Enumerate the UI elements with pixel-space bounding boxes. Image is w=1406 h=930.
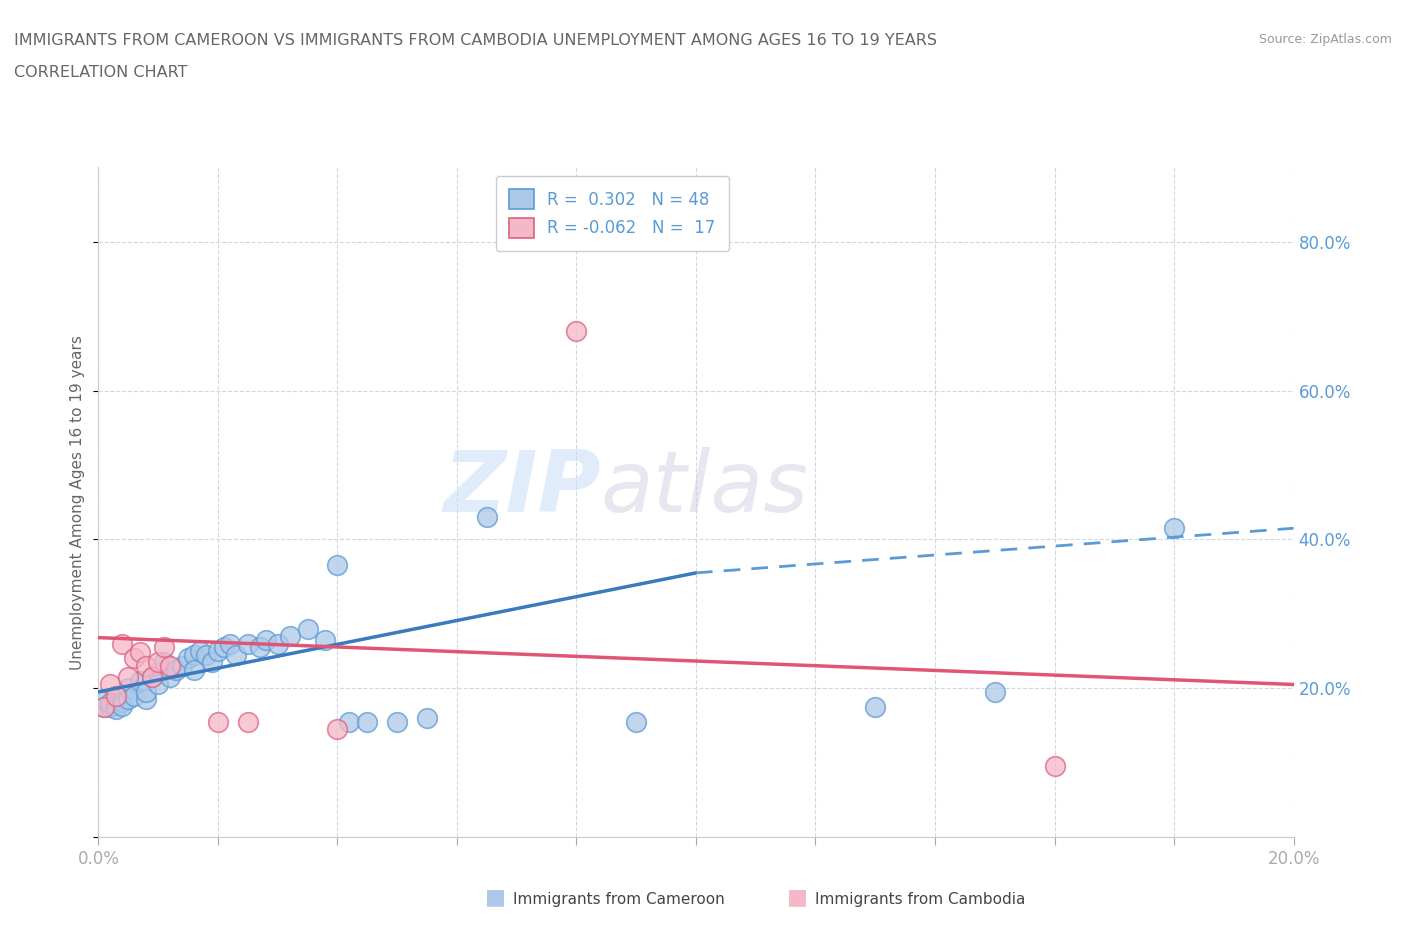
Point: [984, 684, 1007, 699]
Point: [159, 658, 181, 673]
Point: [475, 510, 498, 525]
Point: [124, 651, 146, 666]
Point: [129, 673, 152, 688]
Point: [165, 662, 187, 677]
Point: [111, 694, 134, 709]
Point: [188, 644, 211, 658]
Point: [315, 632, 337, 647]
Point: [254, 632, 277, 647]
Point: [219, 636, 242, 651]
Point: [135, 658, 157, 673]
Point: [105, 688, 128, 703]
Point: [267, 636, 290, 651]
Point: [129, 645, 152, 660]
Point: [141, 670, 163, 684]
Point: [207, 644, 229, 658]
Point: [326, 722, 349, 737]
Text: Source: ZipAtlas.com: Source: ZipAtlas.com: [1258, 33, 1392, 46]
Point: [201, 655, 224, 670]
Text: CORRELATION CHART: CORRELATION CHART: [14, 65, 187, 80]
Point: [326, 558, 349, 573]
Text: Immigrants from Cameroon: Immigrants from Cameroon: [513, 892, 725, 907]
Point: [177, 651, 200, 666]
Legend: R =  0.302   N = 48, R = -0.062   N =  17: R = 0.302 N = 48, R = -0.062 N = 17: [496, 176, 728, 251]
Point: [93, 692, 115, 707]
Y-axis label: Unemployment Among Ages 16 to 19 years: Unemployment Among Ages 16 to 19 years: [70, 335, 86, 670]
Point: [278, 629, 301, 644]
Point: [148, 655, 170, 670]
Text: atlas: atlas: [600, 447, 808, 530]
Point: [207, 714, 229, 729]
Point: [100, 699, 122, 714]
Point: [105, 698, 128, 712]
Point: [626, 714, 648, 729]
Point: [141, 670, 163, 684]
Point: [236, 714, 259, 729]
Point: [172, 658, 194, 673]
Point: [1163, 521, 1185, 536]
Point: [356, 714, 378, 729]
Point: [93, 699, 115, 714]
Point: [212, 640, 235, 655]
Point: [135, 684, 157, 699]
Point: [159, 670, 181, 684]
Point: [339, 714, 360, 729]
Point: [135, 692, 157, 707]
Point: [93, 699, 115, 714]
Point: [117, 670, 139, 684]
Text: IMMIGRANTS FROM CAMEROON VS IMMIGRANTS FROM CAMBODIA UNEMPLOYMENT AMONG AGES 16 : IMMIGRANTS FROM CAMEROON VS IMMIGRANTS F…: [14, 33, 936, 47]
Point: [249, 640, 271, 655]
Point: [148, 664, 170, 679]
Point: [100, 696, 122, 711]
Point: [416, 711, 439, 725]
Point: [236, 636, 259, 651]
Text: ■: ■: [787, 886, 808, 907]
Point: [153, 655, 176, 670]
Point: [297, 621, 319, 636]
Text: ZIP: ZIP: [443, 447, 600, 530]
Point: [100, 677, 122, 692]
Point: [111, 698, 134, 713]
Point: [117, 692, 139, 707]
Point: [111, 636, 134, 651]
Point: [1043, 759, 1066, 774]
Point: [117, 681, 139, 696]
Point: [385, 714, 409, 729]
Point: [225, 647, 247, 662]
Point: [105, 701, 128, 716]
Point: [148, 677, 170, 692]
Point: [183, 647, 205, 662]
Text: Immigrants from Cambodia: Immigrants from Cambodia: [815, 892, 1026, 907]
Point: [195, 647, 218, 662]
Text: ■: ■: [485, 886, 506, 907]
Point: [124, 688, 146, 703]
Point: [153, 640, 176, 655]
Point: [183, 662, 205, 677]
Point: [865, 699, 887, 714]
Point: [565, 324, 588, 339]
